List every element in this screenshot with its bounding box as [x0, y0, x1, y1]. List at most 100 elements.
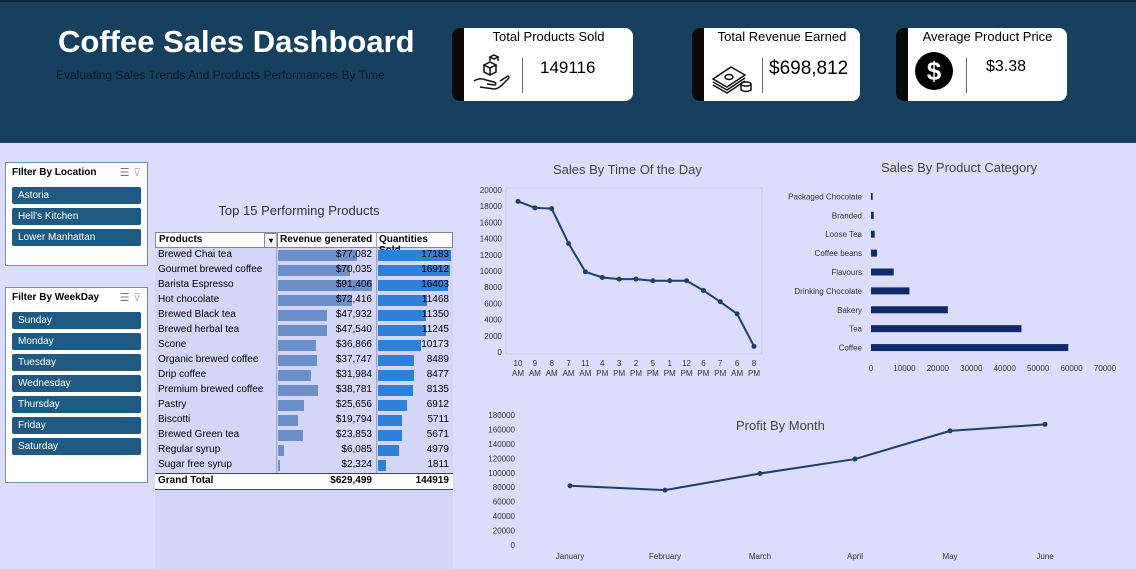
table-row: Scone $36,866 10173: [155, 338, 453, 353]
data-point: [662, 487, 668, 493]
multi-select-icon[interactable]: ☰: [119, 166, 130, 179]
y-tick-label: 80000: [493, 483, 516, 492]
product-name: Brewed Chai tea: [158, 249, 232, 260]
x-tick-label: 5 PM: [647, 359, 659, 378]
data-point: [599, 274, 605, 280]
weekday-item-monday[interactable]: Monday: [12, 333, 141, 350]
revenue-value: $36,866: [335, 339, 372, 350]
x-tick-label: 10000: [893, 364, 916, 373]
table-row: Biscotti $19,794 5711: [155, 413, 453, 428]
y-tick-label: 12000: [480, 251, 503, 260]
column-header-products[interactable]: Products: [159, 234, 203, 245]
quantity-value: 8135: [426, 384, 449, 395]
quantity-bar: [378, 325, 426, 336]
x-tick-label: 20000: [927, 364, 950, 373]
x-tick-label: 7 PM: [714, 359, 726, 378]
multi-select-icon[interactable]: ☰: [119, 291, 130, 304]
x-tick-label: May: [942, 552, 957, 561]
revenue-value: $37,747: [335, 354, 372, 365]
y-tick-label: 140000: [488, 440, 515, 449]
product-name: Scone: [158, 339, 187, 350]
data-point: [549, 206, 555, 212]
revenue-bar: [278, 265, 351, 276]
data-point: [717, 299, 723, 305]
weekday-item-sunday[interactable]: Sunday: [12, 312, 141, 329]
data-point: [757, 471, 763, 476]
table-row: Brewed Green tea $23,853 5671: [155, 428, 453, 443]
x-tick-label: 12 PM: [681, 359, 693, 378]
y-tick-label: 14000: [480, 235, 503, 244]
weekday-item-friday[interactable]: Friday: [12, 417, 141, 434]
top-products-title: Top 15 Performing Products: [218, 203, 380, 218]
weekday-item-tuesday[interactable]: Tuesday: [12, 354, 141, 371]
product-name: Gourmet brewed coffee: [158, 264, 263, 275]
category-label: Coffee: [839, 344, 863, 353]
x-tick-label: 10 AM: [512, 359, 524, 378]
data-point: [616, 276, 622, 282]
x-tick-label: 2 PM: [630, 359, 642, 378]
data-point: [734, 311, 740, 317]
revenue-bar: [278, 445, 285, 456]
revenue-value: $72,416: [335, 294, 372, 305]
category-label: Drinking Chocolate: [794, 287, 862, 296]
y-tick-label: 180000: [488, 411, 515, 420]
revenue-bar: [278, 280, 372, 291]
location-item-astoria[interactable]: Astoria: [12, 187, 141, 204]
revenue-bar: [278, 295, 353, 306]
table-header-row: Products ▾ Revenue generated Quantities …: [155, 232, 453, 256]
weekday-item-thursday[interactable]: Thursday: [12, 396, 141, 413]
profit-line: [569, 423, 1046, 492]
category-bar: [871, 344, 1069, 352]
weekday-item-wednesday[interactable]: Wednesday: [12, 375, 141, 392]
revenue-bar: [278, 400, 305, 411]
clear-filter-icon[interactable]: ⊽: [132, 166, 141, 179]
revenue-bar: [278, 310, 328, 321]
kpi-value: $3.38: [986, 58, 1027, 75]
revenue-bar: [278, 460, 281, 471]
kpi-card-revenue: Total Revenue Earned $698,812: [692, 28, 860, 101]
data-point: [947, 428, 953, 434]
x-tick-label: 50000: [1027, 364, 1050, 373]
column-header-revenue: Revenue generated: [280, 234, 373, 245]
profit-chart-title: Profit By Month: [736, 418, 825, 433]
table-row: Premium brewed coffee $38,781 8135: [155, 383, 453, 398]
kpi-label: Total Revenue Earned: [717, 29, 847, 44]
y-tick-label: 6000: [484, 299, 502, 308]
grand-total-label: Grand Total: [158, 475, 214, 486]
table-row: Barista Espresso $91,406 16403: [155, 278, 453, 293]
quantity-bar: [378, 385, 413, 396]
data-point: [700, 287, 706, 293]
revenue-bar: [278, 340, 316, 351]
category-bar-chart: Packaged Chocolate Branded Loose Tea Coffee…: [788, 192, 1117, 373]
y-tick-label: 16000: [480, 218, 503, 227]
data-point: [633, 276, 639, 282]
quantity-value: 17183: [421, 249, 449, 260]
filter-sort-icon[interactable]: ▾: [264, 233, 278, 248]
table-row: Brewed Black tea $47,932 11350: [155, 308, 453, 323]
y-tick-label: 20000: [493, 527, 516, 536]
money-stack-icon: [710, 51, 754, 95]
x-tick-label: 3 PM: [613, 359, 625, 378]
quantity-value: 8477: [426, 369, 449, 380]
category-bar: [871, 211, 874, 219]
boxes-hand-icon: [470, 51, 514, 95]
clear-filter-icon[interactable]: ⊽: [132, 291, 141, 304]
x-tick-label: 7 AM: [563, 359, 575, 378]
quantity-bar: [378, 310, 427, 321]
x-tick-label: 6 PM: [697, 359, 709, 378]
category-label: Bakery: [837, 306, 862, 315]
x-tick-label: 1 PM: [664, 359, 676, 378]
data-point: [582, 269, 588, 275]
revenue-bar: [278, 430, 303, 441]
location-item-lower-manhattan[interactable]: Lower Manhattan: [12, 229, 141, 246]
x-tick-label: 8 PM: [748, 359, 760, 378]
product-name: Organic brewed coffee: [158, 354, 259, 365]
grand-total-revenue: $629,499: [330, 475, 372, 486]
category-bar: [871, 325, 1022, 333]
category-label: Packaged Chocolate: [788, 192, 862, 201]
quantity-bar: [378, 250, 451, 261]
weekday-item-saturday[interactable]: Saturday: [12, 438, 141, 455]
time-of-day-line-chart: 0 2000 4000 6000 8000 10000 12000 14000 16000 180…: [480, 186, 763, 378]
revenue-value: $38,781: [335, 384, 372, 395]
location-item-hells-kitchen[interactable]: Hell's Kitchen: [12, 208, 141, 225]
